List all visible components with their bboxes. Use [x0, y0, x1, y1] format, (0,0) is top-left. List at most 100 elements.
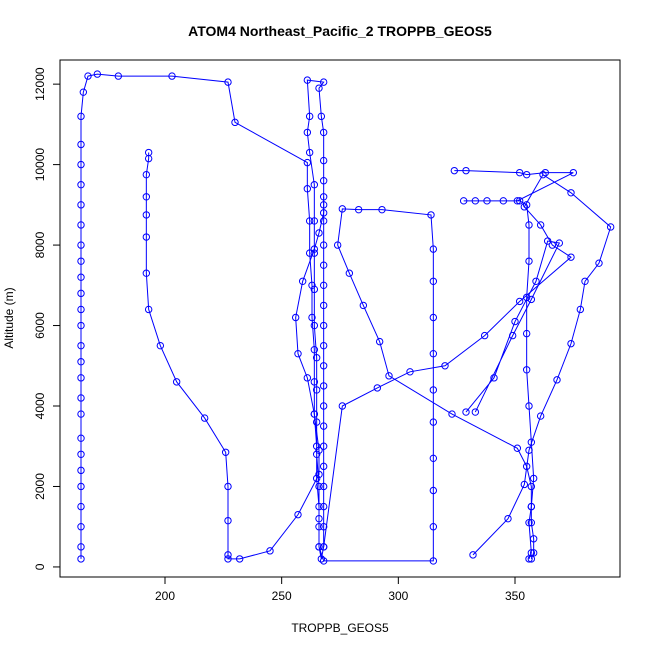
- data-point: [77, 257, 85, 265]
- data-point: [77, 523, 85, 531]
- data-point: [305, 112, 314, 121]
- data-point: [221, 448, 230, 456]
- data-point: [224, 551, 232, 559]
- x-tick-label: 350: [505, 589, 525, 603]
- data-point: [200, 414, 209, 422]
- data-point: [310, 181, 319, 189]
- series-line: [323, 173, 612, 556]
- data-point: [525, 257, 533, 265]
- data-point: [312, 474, 321, 483]
- data-series: [142, 148, 328, 563]
- data-point: [77, 555, 85, 563]
- data-point: [532, 277, 540, 285]
- data-point: [525, 555, 533, 563]
- data-point: [536, 412, 545, 420]
- data-series: [77, 70, 538, 565]
- data-point: [511, 317, 519, 326]
- data-point: [305, 148, 314, 157]
- data-point: [429, 350, 438, 358]
- data-point: [504, 514, 512, 523]
- data-point: [319, 462, 328, 471]
- data-series: [462, 237, 564, 416]
- data-point: [319, 442, 328, 450]
- data-point: [142, 211, 151, 219]
- data-point: [77, 410, 85, 418]
- data-point: [114, 72, 123, 80]
- data-point: [319, 261, 328, 269]
- data-point: [310, 217, 319, 225]
- series-line: [80, 73, 535, 562]
- data-point: [303, 128, 312, 137]
- y-tick-label: 8000: [33, 231, 47, 258]
- data-point: [359, 301, 368, 310]
- data-point: [378, 205, 386, 214]
- data-point: [338, 402, 347, 410]
- data-point: [527, 502, 536, 511]
- data-point: [529, 474, 538, 483]
- data-point: [77, 374, 85, 382]
- data-point: [315, 229, 323, 237]
- data-point: [319, 78, 328, 86]
- data-point: [303, 158, 312, 167]
- data-point: [156, 341, 165, 350]
- data-point: [319, 321, 328, 330]
- data-point: [77, 140, 85, 149]
- data-point: [499, 197, 508, 205]
- data-point: [441, 362, 449, 370]
- data-point: [385, 372, 393, 380]
- data-point: [567, 339, 575, 348]
- data-point: [319, 241, 328, 249]
- data-point: [315, 470, 323, 479]
- data-point: [312, 442, 321, 450]
- data-point: [471, 408, 480, 416]
- data-point: [520, 480, 529, 489]
- data-point: [429, 454, 438, 463]
- data-point: [142, 193, 151, 201]
- data-point: [266, 547, 274, 555]
- data-point: [429, 418, 438, 426]
- data-point: [513, 197, 522, 205]
- y-axis-label: Altitude (m): [2, 287, 16, 348]
- data-point: [77, 450, 85, 458]
- y-tick-label: 10000: [33, 148, 47, 182]
- data-point: [539, 170, 547, 179]
- data-point: [303, 185, 312, 193]
- data-point: [525, 518, 533, 527]
- data-point: [567, 189, 575, 197]
- data-point: [462, 408, 470, 416]
- data-point: [543, 237, 552, 245]
- data-point: [345, 269, 354, 277]
- data-point: [291, 313, 300, 322]
- y-tick-label: 2000: [33, 473, 47, 500]
- data-point: [448, 410, 456, 418]
- data-point: [77, 112, 85, 121]
- series-line: [145, 152, 325, 560]
- data-point: [515, 297, 524, 306]
- data-series: [450, 166, 578, 563]
- data-point: [77, 201, 85, 209]
- data-point: [93, 70, 102, 78]
- data-point: [319, 402, 328, 410]
- data-point: [319, 523, 328, 531]
- data-point: [319, 281, 328, 290]
- data-point: [319, 382, 328, 390]
- data-point: [305, 217, 314, 225]
- data-point: [77, 181, 85, 189]
- data-point: [235, 555, 244, 563]
- data-point: [77, 358, 85, 366]
- data-point: [77, 321, 85, 330]
- data-point: [315, 514, 323, 523]
- data-series: [319, 170, 615, 559]
- data-point: [429, 313, 438, 322]
- data-point: [224, 78, 232, 86]
- data-point: [310, 321, 319, 330]
- data-point: [319, 156, 328, 165]
- data-point: [142, 269, 151, 277]
- data-point: [522, 201, 531, 209]
- data-point: [319, 341, 328, 350]
- data-point: [77, 394, 85, 402]
- data-point: [312, 354, 321, 362]
- data-point: [77, 502, 85, 511]
- data-point: [312, 386, 321, 394]
